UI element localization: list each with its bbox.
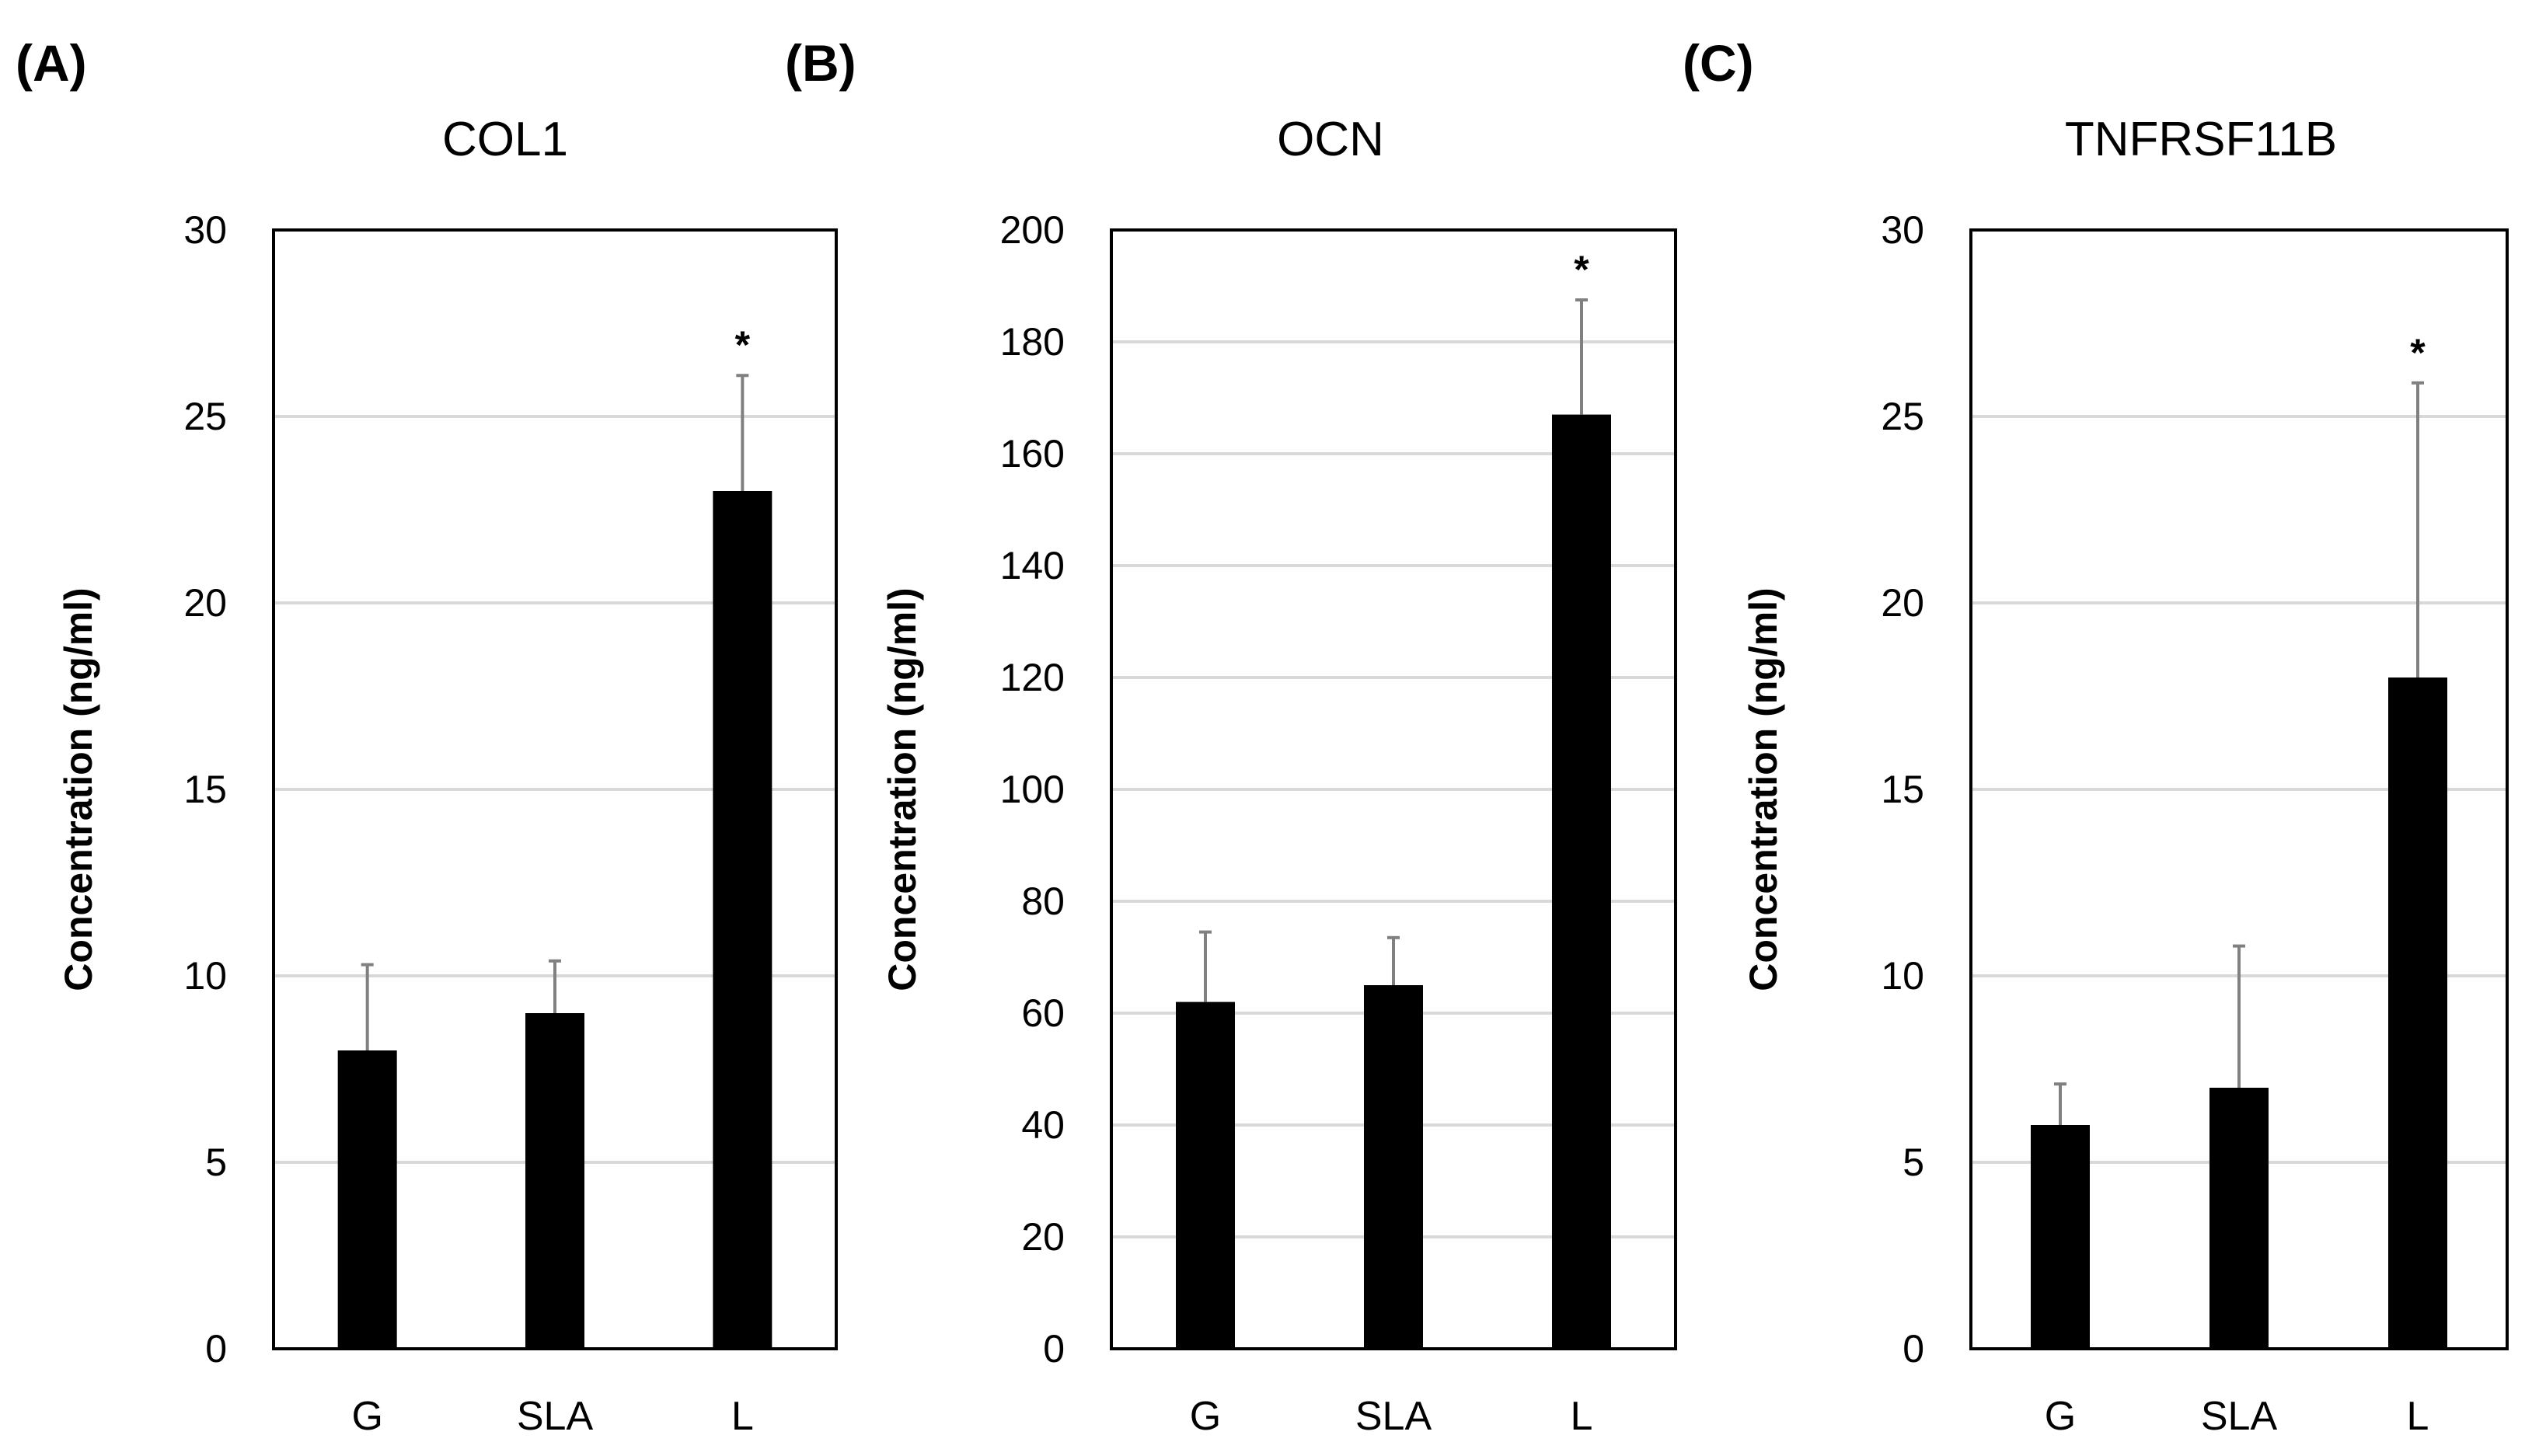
x-tick-label: SLA [1355,1394,1432,1439]
bar-sla [2209,1088,2269,1349]
y-axis-title: Concentration (ng/ml) [1742,587,1785,991]
chart-title: COL1 [442,113,568,166]
bar-g [2031,1125,2090,1349]
x-tick-label: G [1190,1394,1221,1439]
y-axis-title: Concentration (ng/ml) [57,587,100,991]
bar-sla [1364,985,1423,1349]
x-tick-label: SLA [2201,1394,2278,1439]
y-tick-label: 30 [183,208,227,252]
bar-l [1552,414,1611,1349]
panel-label: (B) [785,34,856,92]
y-tick-label: 15 [183,768,227,811]
y-tick-label: 25 [1881,395,1924,438]
y-tick-label: 25 [183,395,227,438]
x-tick-label: L [731,1394,754,1439]
y-tick-label: 200 [1000,208,1065,252]
panel-label: (A) [16,34,87,92]
y-tick-label: 0 [205,1327,227,1371]
y-tick-label: 140 [1000,544,1065,587]
x-tick-label: G [2045,1394,2076,1439]
x-tick-label: L [1571,1394,1593,1439]
y-tick-label: 0 [1903,1327,1924,1371]
x-tick-label: SLA [517,1394,594,1439]
panel-label: (C) [1683,34,1754,92]
bar-sla [525,1013,584,1349]
y-tick-label: 80 [1021,880,1065,923]
chart-title: TNFRSF11B [2065,113,2337,166]
y-tick-label: 180 [1000,320,1065,364]
bar-g [337,1050,397,1349]
y-tick-label: 20 [1881,581,1924,625]
y-tick-label: 40 [1021,1103,1065,1147]
y-tick-label: 120 [1000,656,1065,699]
significance-marker: * [1574,248,1589,291]
y-axis-title: Concentration (ng/ml) [881,587,924,991]
bar-l [2388,677,2447,1349]
bar-g [1176,1001,1235,1349]
x-tick-label: L [2407,1394,2429,1439]
bar-l [713,491,773,1349]
y-tick-label: 5 [205,1141,227,1184]
chart-title: OCN [1277,113,1384,166]
chart-panel-1: (A) COL1 0 5 10 15 20 25 30 Concentration (ng/ml)… [16,34,838,1439]
y-tick-label: 5 [1903,1141,1924,1184]
y-tick-label: 20 [183,581,227,625]
y-tick-label: 0 [1043,1327,1065,1371]
chart-panel-2: (B) OCN 0 20 40 60 80 100 120 140 160 180 200 Concent… [785,34,1677,1439]
y-tick-label: 10 [183,954,227,998]
y-tick-label: 60 [1021,991,1065,1035]
y-tick-label: 30 [1881,208,1924,252]
chart-panel-3: (C) TNFRSF11B 0 5 10 15 20 25 30 Concentration (n… [1683,34,2509,1439]
significance-marker: * [2410,331,2426,374]
y-tick-label: 10 [1881,954,1924,998]
y-tick-label: 15 [1881,768,1924,811]
y-tick-label: 100 [1000,768,1065,811]
y-tick-label: 160 [1000,432,1065,475]
significance-marker: * [735,323,751,367]
y-tick-label: 20 [1021,1215,1065,1259]
x-tick-label: G [351,1394,382,1439]
